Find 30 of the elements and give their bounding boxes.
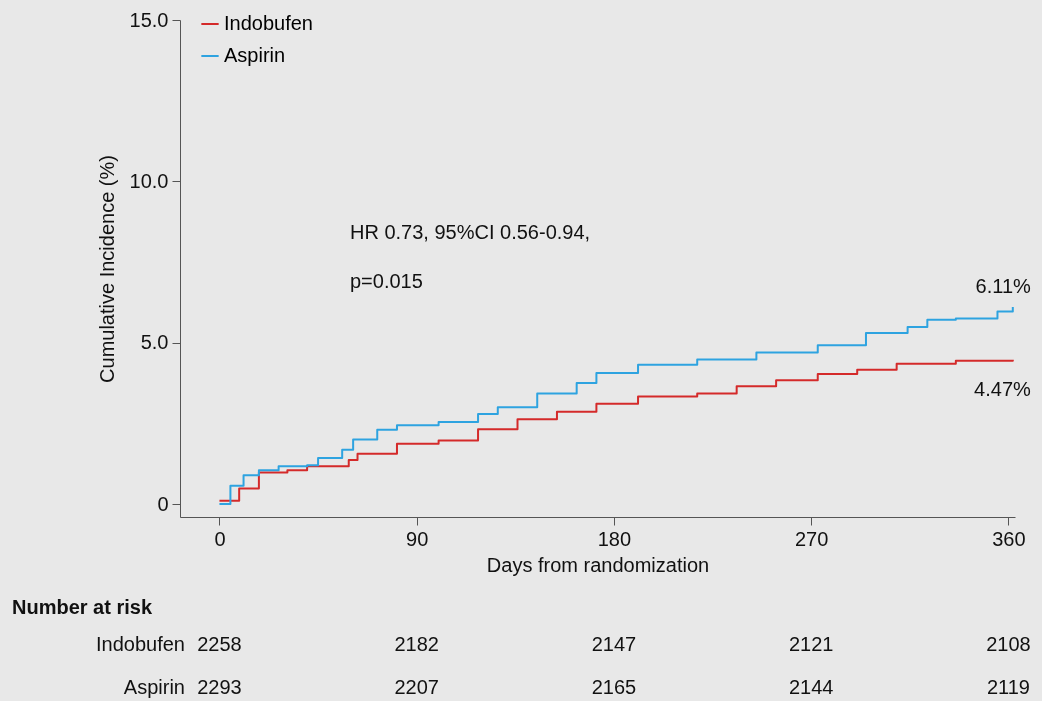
x-tick-label: 180	[597, 527, 632, 550]
text: Aspirin	[123, 676, 185, 698]
text: 2182	[394, 633, 439, 655]
text: 2144	[788, 676, 834, 698]
x-axis-title: Days from randomization	[486, 553, 710, 576]
y-tick-label: 0	[157, 492, 169, 515]
legend-label: Indobufen	[224, 12, 313, 34]
legend-label: Aspirin	[224, 44, 286, 66]
y-tick-label: 5.0	[140, 331, 169, 354]
annotation: 4.47%	[974, 377, 1032, 400]
y-tick-label: 10.0	[129, 169, 169, 192]
text: 2108	[986, 633, 1031, 655]
text: Indobufen	[96, 633, 185, 655]
text: 2293	[197, 676, 242, 698]
y-tick-label: 15.0	[129, 8, 169, 31]
text: 2165	[591, 676, 637, 698]
x-tick-label: 360	[992, 527, 1026, 550]
text: 2121	[788, 633, 834, 655]
text: 2119	[986, 676, 1030, 698]
y-axis-title: Cumulative Incidence (%)	[95, 155, 118, 383]
x-tick-label: 0	[214, 527, 226, 550]
annotation: HR 0.73, 95%CI 0.56-0.94,	[350, 221, 591, 243]
text: 2258	[197, 633, 242, 655]
annotation: 6.11%	[975, 274, 1032, 297]
text: Number at risk	[12, 596, 153, 618]
x-tick-label: 270	[794, 527, 829, 550]
text: 2207	[394, 676, 439, 698]
x-tick-label: 90	[406, 527, 429, 550]
annotation: p=0.015	[350, 270, 423, 292]
text: 2147	[591, 633, 637, 655]
